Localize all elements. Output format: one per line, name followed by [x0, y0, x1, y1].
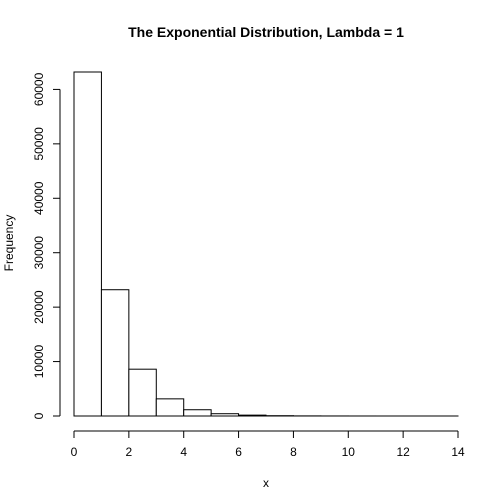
y-tick-label: 0 [32, 412, 46, 419]
y-tick-label: 50000 [32, 127, 46, 161]
x-axis: 0 2 4 6 8 10 12 14 [71, 430, 465, 459]
y-axis-label: Frequency [2, 215, 16, 272]
x-tick-label: 2 [126, 445, 133, 459]
x-tick-label: 8 [290, 445, 297, 459]
histogram-bar [210, 413, 240, 417]
y-tick-label: 10000 [32, 345, 46, 379]
x-tick-label: 6 [235, 445, 242, 459]
y-tick-label: 60000 [32, 72, 46, 106]
y-tick-label: 40000 [32, 181, 46, 215]
histogram-bar [183, 409, 212, 417]
histogram-bar [238, 414, 267, 417]
histogram-bar [128, 368, 157, 417]
chart-title: The Exponential Distribution, Lambda = 1 [128, 24, 404, 40]
x-tick-label: 12 [396, 445, 410, 459]
histogram-bar [155, 398, 185, 417]
x-tick-label: 4 [180, 445, 187, 459]
y-tick-label: 30000 [32, 236, 46, 270]
x-tick-label: 14 [451, 445, 465, 459]
x-axis-label: x [263, 476, 269, 490]
histogram-bars [73, 71, 459, 417]
x-tick-label: 10 [342, 445, 356, 459]
histogram-bar [100, 289, 130, 417]
y-tick-label: 20000 [32, 290, 46, 324]
histogram-bar [73, 71, 102, 417]
y-axis: 0 10000 20000 30000 40000 50000 60000 [32, 72, 61, 419]
x-tick-label: 0 [71, 445, 78, 459]
